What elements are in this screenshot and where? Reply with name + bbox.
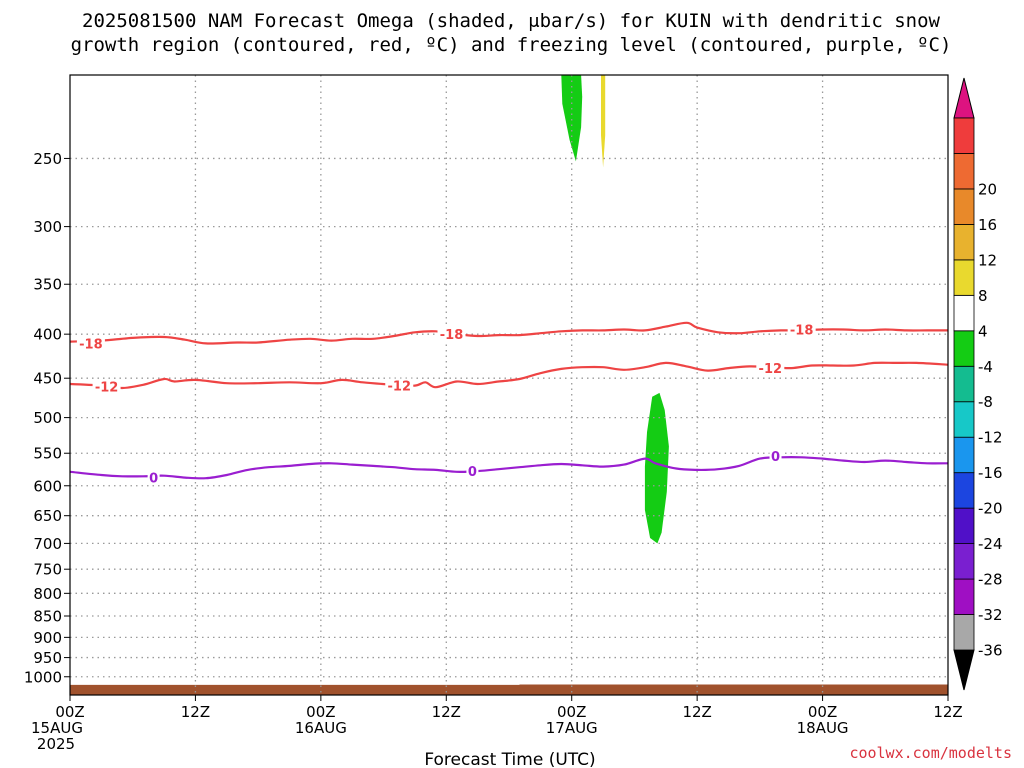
x-tick-label-h48-line1: 00Z	[557, 703, 586, 721]
contour-label-bg--18-1	[437, 327, 466, 342]
grid	[70, 75, 948, 695]
x-tick-label-h0-line1: 00Z	[55, 703, 84, 721]
contour-label-0-0: 0	[149, 472, 158, 487]
colorbar-label-4: -20	[978, 500, 1003, 518]
contour-label--12-2: -12	[759, 362, 783, 377]
y-tick-label-900: 900	[33, 629, 62, 647]
colorbar-segment-6	[953, 401, 975, 438]
colorbar-label-2: -28	[978, 571, 1003, 589]
colorbar-segment-0	[953, 614, 975, 651]
colorbar-segment-11	[953, 223, 975, 261]
contour-label--18-0: -18	[79, 337, 103, 352]
colorbar-segment-3	[953, 507, 975, 544]
y-tick-label-550: 550	[33, 445, 62, 463]
y-tick-label-700: 700	[33, 535, 62, 553]
colorbar-top-arrow	[953, 77, 975, 119]
contour-label-0-1: 0	[468, 465, 477, 480]
y-tick-label-500: 500	[33, 409, 62, 427]
omega-shaded-region-1	[601, 75, 606, 168]
contour-label--18-1: -18	[440, 328, 464, 343]
colorbar-bottom-arrow	[953, 649, 975, 691]
plot-frame	[69, 74, 949, 696]
contour-label--12-0: -12	[95, 380, 119, 395]
colorbar-label-12: 16	[978, 216, 997, 234]
y-tick-label-1000: 1000	[24, 668, 62, 686]
y-tick-label-450: 450	[33, 370, 62, 388]
colorbar-segment-1	[953, 578, 975, 615]
x-tick-label-h12-line1: 12Z	[181, 703, 210, 721]
x-tick-label-h0-line3: 2025	[37, 735, 75, 753]
contour-label-bg--12-1	[385, 378, 414, 393]
colorbar-label-5: -16	[978, 464, 1003, 482]
colorbar-label-10: 8	[978, 287, 988, 305]
contour-label-bg--12-0	[92, 379, 121, 394]
y-tick-label-400: 400	[33, 326, 62, 344]
colorbar-segment-4	[953, 472, 975, 509]
y-tick-label-250: 250	[33, 150, 62, 168]
colorbar-segment-5	[953, 436, 975, 474]
colorbar-label-1: -32	[978, 606, 1003, 624]
colorbar-segment-9	[953, 294, 975, 332]
contour-label-bg-0-0	[147, 470, 160, 485]
ground-surface	[70, 684, 948, 695]
colorbar-label-3: -24	[978, 535, 1003, 553]
colorbar-label-13: 20	[978, 180, 997, 198]
chart-title-line-2: growth region (contoured, red, ºC) and f…	[71, 34, 952, 56]
contour-label-bg-0-1	[466, 464, 479, 479]
contour-label-bg--18-2	[787, 322, 816, 337]
credit-text: coolwx.com/modelts	[849, 744, 1012, 762]
plot-area	[70, 75, 948, 695]
x-tick-label-h24-line1: 00Z	[306, 703, 335, 721]
colorbar-segment-12	[953, 188, 975, 225]
x-tick-label-h36-line1: 12Z	[432, 703, 461, 721]
x-tick-label-h24-line2: 16AUG	[295, 719, 347, 737]
x-tick-label-h60-line1: 12Z	[682, 703, 711, 721]
x-tick-label-h48-line2: 17AUG	[546, 719, 598, 737]
y-tick-label-750: 750	[33, 561, 62, 579]
omega-shaded-region-2	[644, 392, 669, 544]
y-tick-label-950: 950	[33, 649, 62, 667]
colorbar-segment-8	[953, 330, 975, 367]
colorbar-segment-14	[953, 117, 975, 154]
y-tick-label-650: 650	[33, 507, 62, 525]
omega-shaded-region-0	[561, 75, 583, 162]
y-tick-label-800: 800	[33, 585, 62, 603]
contour-line--18	[70, 321, 948, 345]
colorbar-segment-2	[953, 543, 975, 580]
contour-label--18-2: -18	[790, 323, 814, 338]
chart-title-line-1: 2025081500 NAM Forecast Omega (shaded, μ…	[82, 10, 940, 32]
x-tick-label-h72-line1: 00Z	[808, 703, 837, 721]
x-axis-title: Forecast Time (UTC)	[424, 750, 595, 768]
colorbar-label-6: -12	[978, 429, 1003, 447]
x-tick-label-h72-line2: 18AUG	[797, 719, 849, 737]
contour-lines: -18 -18 -18 -12 -12 -12 0 0 0	[70, 321, 948, 487]
contour-label--12-1: -12	[388, 380, 412, 395]
contour-label-0-2: 0	[771, 450, 780, 465]
y-tick-label-850: 850	[33, 607, 62, 625]
y-tick-label-300: 300	[33, 218, 62, 236]
y-tick-label-350: 350	[33, 276, 62, 294]
colorbar-label-7: -8	[978, 393, 993, 411]
axes: 250 300 350 400 450 500 550 600 650 700 750 800 850 9…	[24, 74, 963, 753]
colorbar-segment-7	[953, 365, 975, 403]
colorbar-label-0: -36	[978, 642, 1003, 660]
contour-label-bg--18-0	[76, 336, 105, 351]
contour-line-0	[70, 456, 948, 480]
colorbar-segment-13	[953, 153, 975, 190]
colorbar-label-8: -4	[978, 358, 993, 376]
x-tick-label-h84-line1: 12Z	[933, 703, 962, 721]
contour-label-bg--12-2	[756, 361, 785, 376]
y-tick-label-600: 600	[33, 477, 62, 495]
colorbar-label-9: 4	[978, 322, 988, 340]
x-tick-label-h0-line2: 15AUG	[31, 719, 83, 737]
colorbar-segment-10	[953, 259, 975, 296]
contour-line--12	[70, 361, 948, 390]
colorbar: -36 -32 -28 -24 -20 -16 -12 -8 -4 4 8 12 16 20	[953, 77, 1003, 691]
contour-label-bg-0-2	[769, 448, 782, 463]
colorbar-label-11: 12	[978, 251, 997, 269]
